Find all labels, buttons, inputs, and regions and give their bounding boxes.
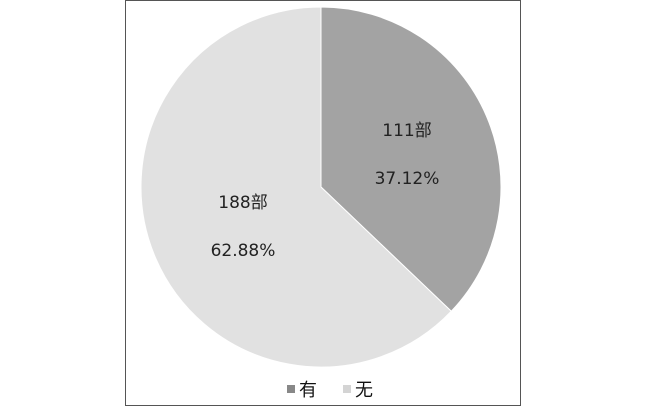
pie-slice-1 <box>140 6 452 368</box>
slice-percent-label: 62.88% <box>211 241 276 261</box>
slice-count-label: 188部 <box>218 193 267 213</box>
legend-label: 无 <box>355 380 373 401</box>
legend-label: 有 <box>299 380 317 401</box>
legend-swatch <box>343 385 351 393</box>
pie-slice-0 <box>320 6 502 312</box>
legend-swatch <box>287 385 295 393</box>
slice-percent-label: 37.12% <box>375 169 440 189</box>
slice-count-label: 111部 <box>382 121 431 141</box>
